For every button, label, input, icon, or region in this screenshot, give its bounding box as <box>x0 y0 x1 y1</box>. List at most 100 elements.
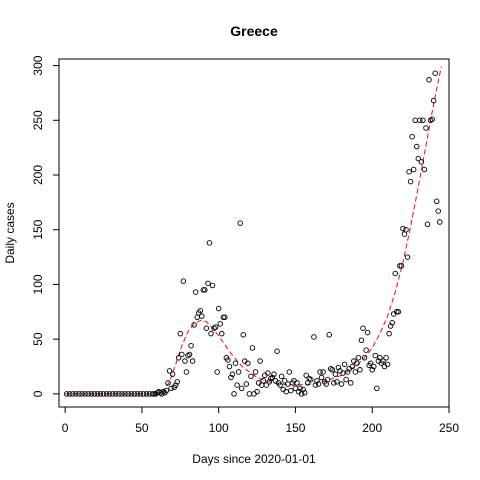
data-point <box>301 390 308 396</box>
data-point <box>243 381 250 387</box>
data-point <box>94 391 101 397</box>
fit-line-layer <box>65 66 442 395</box>
y-axis: 0 50 100 150 200 250 300 <box>31 55 60 397</box>
x-tick-label: 0 <box>62 421 69 435</box>
data-point <box>409 133 415 140</box>
data-point <box>308 376 314 383</box>
data-point <box>260 377 266 384</box>
data-point <box>185 352 191 359</box>
data-point <box>225 357 231 363</box>
data-point <box>404 254 411 260</box>
y-tick-label: 50 <box>31 332 45 346</box>
data-point <box>151 391 157 397</box>
data-point <box>329 367 336 373</box>
data-point <box>240 332 246 338</box>
data-point <box>352 369 359 375</box>
data-point <box>177 330 184 337</box>
data-point <box>235 369 242 375</box>
data-point <box>314 377 320 384</box>
data-point <box>286 369 293 375</box>
data-point <box>384 361 391 368</box>
data-point <box>358 337 365 344</box>
data-point <box>168 385 174 392</box>
data-point <box>219 330 225 337</box>
data-point <box>435 208 442 214</box>
data-point <box>423 125 429 131</box>
data-point <box>331 380 337 386</box>
data-point <box>297 385 303 392</box>
data-point <box>364 329 371 336</box>
data-point <box>63 391 70 397</box>
data-point <box>137 391 144 397</box>
data-point <box>266 379 273 385</box>
data-point <box>349 363 356 370</box>
data-point <box>214 369 220 375</box>
data-point <box>91 391 98 397</box>
data-point <box>437 219 443 225</box>
data-point <box>341 361 348 368</box>
x-tick-label: 100 <box>209 421 229 435</box>
data-point <box>131 391 137 397</box>
data-point <box>203 325 210 331</box>
data-point <box>374 385 380 392</box>
data-point <box>334 379 340 385</box>
data-point <box>395 309 402 315</box>
data-point <box>237 220 243 226</box>
data-point <box>205 280 211 287</box>
data-point <box>398 263 405 269</box>
x-tick-label: 250 <box>439 421 459 435</box>
data-point <box>122 391 128 397</box>
data-point <box>160 388 167 395</box>
data-point <box>257 358 263 364</box>
data-point <box>252 369 259 375</box>
data-point <box>249 345 256 351</box>
data-point <box>182 358 188 364</box>
data-point <box>232 360 239 366</box>
data-point <box>174 379 180 385</box>
data-point <box>188 342 194 349</box>
data-point <box>103 391 110 397</box>
data-point <box>269 374 276 381</box>
data-point <box>415 155 422 162</box>
data-point <box>116 391 122 397</box>
data-point <box>294 380 300 386</box>
data-point <box>338 381 345 387</box>
data-point <box>163 387 170 394</box>
data-point <box>226 363 233 370</box>
data-point <box>288 387 294 394</box>
data-point <box>344 369 351 375</box>
data-point <box>355 355 362 361</box>
data-point <box>176 355 182 361</box>
data-point <box>354 360 360 366</box>
data-point <box>125 391 131 397</box>
data-point <box>392 270 399 277</box>
data-point <box>263 382 270 388</box>
data-point <box>113 391 119 397</box>
data-point <box>119 391 125 397</box>
data-point <box>433 198 440 205</box>
fit-line <box>65 66 442 395</box>
y-tick-label: 150 <box>31 219 45 239</box>
data-point <box>410 166 417 173</box>
x-tick-label: 150 <box>285 421 305 435</box>
data-point <box>76 391 82 397</box>
x-tick-label: 50 <box>135 421 149 435</box>
data-point <box>363 347 369 353</box>
data-point <box>418 159 425 165</box>
data-point <box>199 313 205 319</box>
data-point <box>424 221 431 227</box>
data-point <box>377 355 383 361</box>
data-point <box>134 391 141 397</box>
data-point <box>383 355 389 361</box>
data-point <box>66 391 73 397</box>
chart-title: Greece <box>230 23 278 39</box>
data-point <box>191 322 197 328</box>
data-point <box>389 319 395 326</box>
data-point <box>306 375 313 382</box>
data-point <box>274 348 280 354</box>
data-point <box>360 325 366 331</box>
data-point <box>172 382 179 388</box>
data-point <box>202 287 208 293</box>
